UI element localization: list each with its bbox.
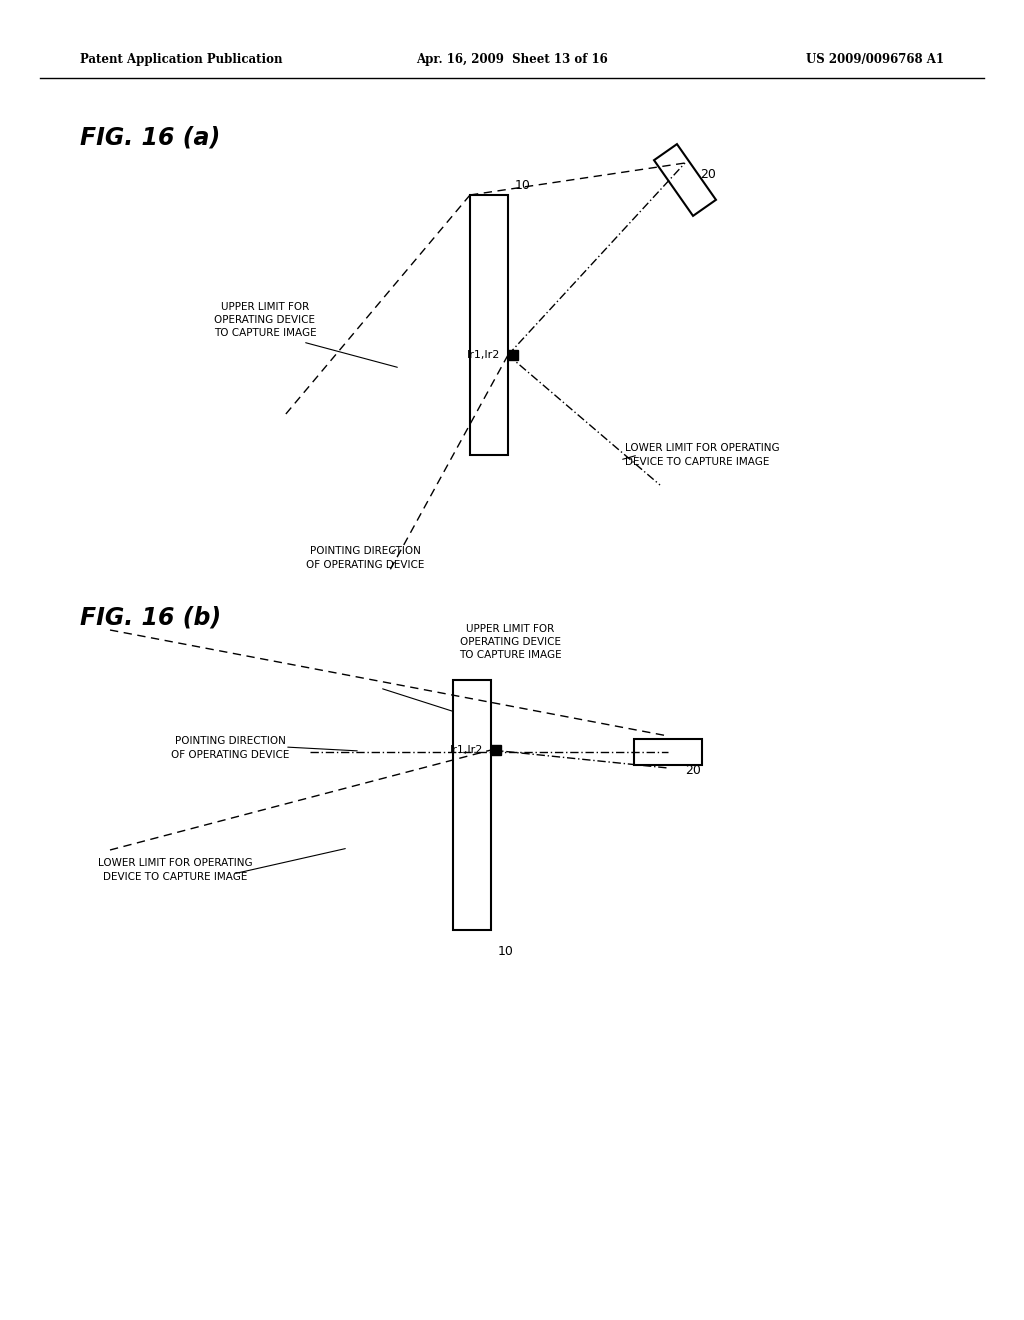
Text: LOWER LIMIT FOR OPERATING
DEVICE TO CAPTURE IMAGE: LOWER LIMIT FOR OPERATING DEVICE TO CAPT… — [97, 858, 252, 882]
Text: 20: 20 — [700, 169, 716, 181]
Text: US 2009/0096768 A1: US 2009/0096768 A1 — [806, 54, 944, 66]
Text: POINTING DIRECTION
OF OPERATING DEVICE: POINTING DIRECTION OF OPERATING DEVICE — [306, 546, 424, 570]
Text: Patent Application Publication: Patent Application Publication — [80, 54, 283, 66]
Text: FIG. 16 (a): FIG. 16 (a) — [80, 125, 220, 150]
Bar — [453, 680, 490, 931]
Text: UPPER LIMIT FOR
OPERATING DEVICE
TO CAPTURE IMAGE: UPPER LIMIT FOR OPERATING DEVICE TO CAPT… — [214, 302, 316, 338]
Bar — [470, 195, 508, 455]
Bar — [490, 744, 501, 755]
Text: Apr. 16, 2009  Sheet 13 of 16: Apr. 16, 2009 Sheet 13 of 16 — [416, 54, 608, 66]
Text: LOWER LIMIT FOR OPERATING
DEVICE TO CAPTURE IMAGE: LOWER LIMIT FOR OPERATING DEVICE TO CAPT… — [625, 444, 779, 466]
Text: 10: 10 — [498, 945, 514, 958]
Text: Ir1,Ir2: Ir1,Ir2 — [450, 744, 483, 755]
Text: 20: 20 — [685, 763, 700, 776]
Text: FIG. 16 (b): FIG. 16 (b) — [80, 606, 221, 630]
Text: 10: 10 — [515, 180, 530, 191]
Text: Ir1,Ir2: Ir1,Ir2 — [467, 350, 500, 360]
Bar — [508, 350, 518, 360]
Text: POINTING DIRECTION
OF OPERATING DEVICE: POINTING DIRECTION OF OPERATING DEVICE — [171, 737, 289, 759]
Text: UPPER LIMIT FOR
OPERATING DEVICE
TO CAPTURE IMAGE: UPPER LIMIT FOR OPERATING DEVICE TO CAPT… — [459, 623, 561, 660]
